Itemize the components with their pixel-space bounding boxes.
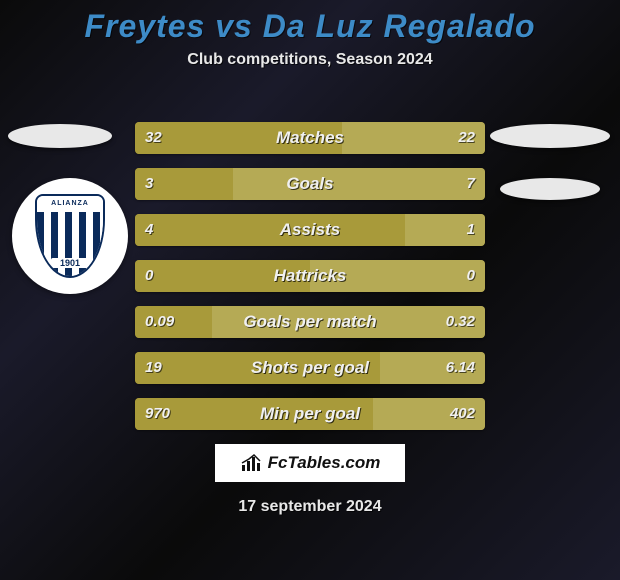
stat-row: 196.14Shots per goal (135, 352, 485, 384)
branding-box: FcTables.com (215, 444, 405, 482)
stat-label: Min per goal (135, 398, 485, 430)
stat-label: Matches (135, 122, 485, 154)
page-root: Freytes vs Da Luz Regalado Club competit… (0, 0, 620, 580)
club-year: 1901 (51, 258, 89, 268)
stat-row: 41Assists (135, 214, 485, 246)
page-date: 17 september 2024 (0, 498, 620, 516)
stat-row: 0.090.32Goals per match (135, 306, 485, 338)
club-logo-left: ALIANZA 1901 (12, 178, 128, 294)
stat-row: 00Hattricks (135, 260, 485, 292)
stat-row: 970402Min per goal (135, 398, 485, 430)
ellipse-decor (500, 178, 600, 200)
page-subtitle: Club competitions, Season 2024 (0, 51, 620, 69)
stat-row: 37Goals (135, 168, 485, 200)
page-title: Freytes vs Da Luz Regalado (0, 0, 620, 45)
club-shield: ALIANZA 1901 (35, 194, 105, 278)
stat-label: Hattricks (135, 260, 485, 292)
stat-label: Goals (135, 168, 485, 200)
stats-bars: 3222Matches 37Goals 41Assists 00Hattricks 0.… (135, 122, 485, 444)
branding-chart-icon (240, 453, 264, 473)
ellipse-decor (490, 124, 610, 148)
branding-text: FcTables.com (268, 453, 381, 473)
stat-label: Assists (135, 214, 485, 246)
stat-row: 3222Matches (135, 122, 485, 154)
stat-label: Shots per goal (135, 352, 485, 384)
stat-label: Goals per match (135, 306, 485, 338)
club-name: ALIANZA (37, 196, 103, 212)
ellipse-decor (8, 124, 112, 148)
